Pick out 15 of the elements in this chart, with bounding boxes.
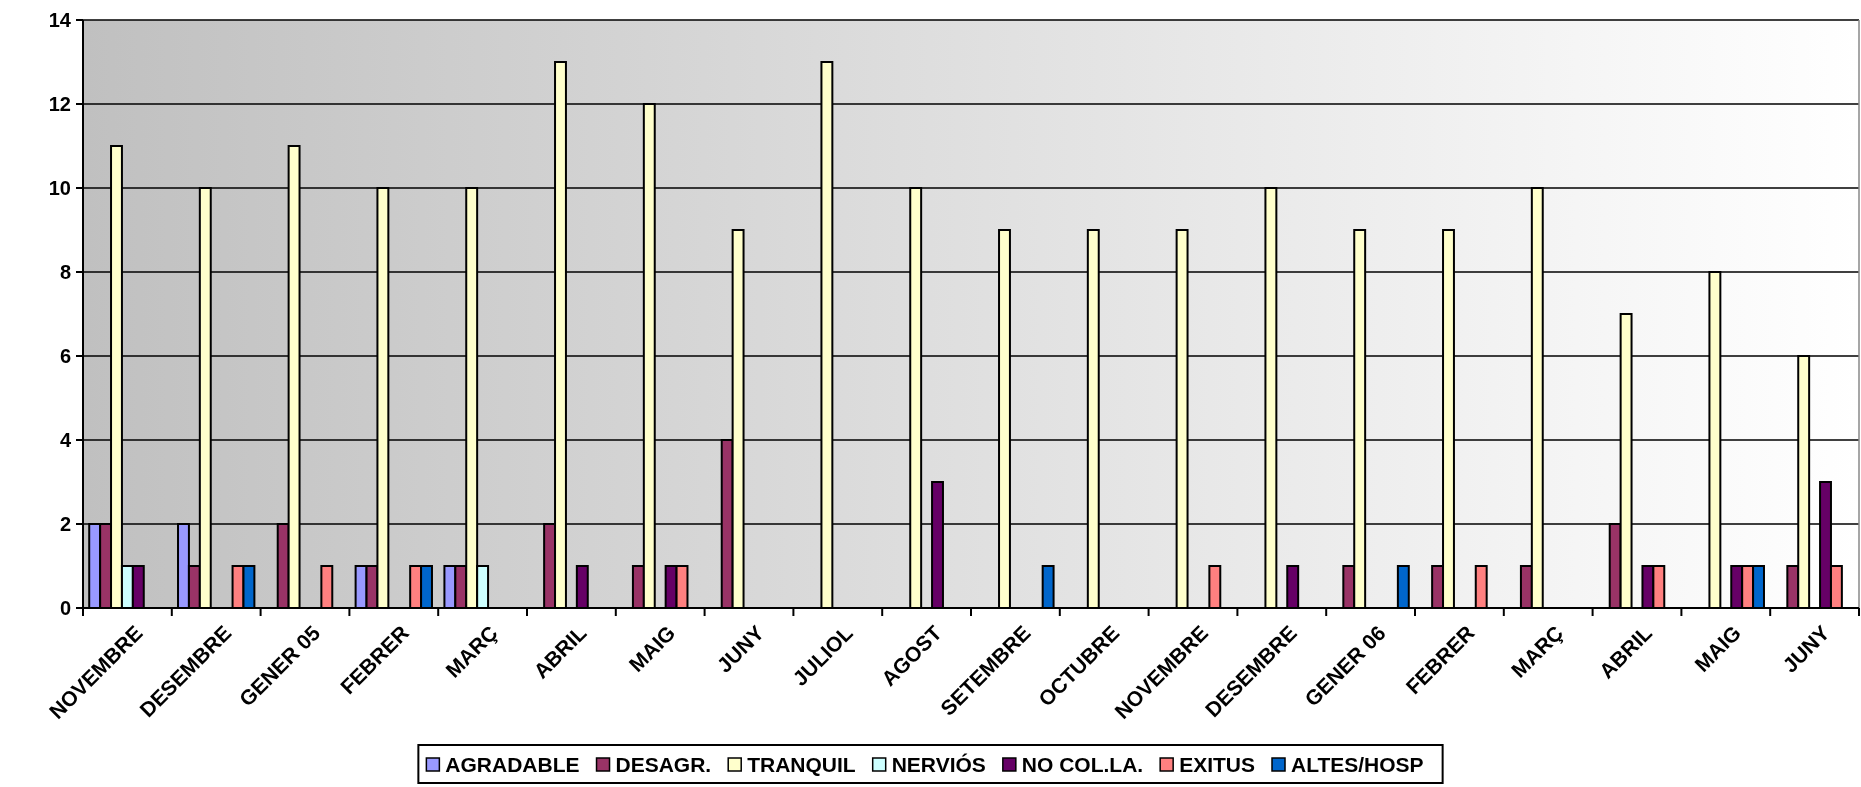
y-tick-label: 10: [48, 177, 71, 199]
y-tick-label: 6: [59, 345, 71, 367]
legend-label: DESAGR.: [615, 753, 712, 777]
y-tick-label: 0: [59, 597, 71, 619]
legend-label: NO COL.LA.: [1021, 753, 1144, 777]
y-tick-label: 2: [59, 513, 71, 535]
y-tick-label: 8: [59, 261, 71, 283]
y-tick-label: 4: [59, 429, 72, 451]
y-tick-label: 14: [48, 9, 72, 31]
legend-label: EXITUS: [1179, 753, 1256, 777]
legend-label: NERVIÓS: [891, 753, 986, 777]
legend-label: AGRADABLE: [445, 753, 580, 777]
legend-label: TRANQUIL: [747, 753, 856, 777]
y-tick-label: 12: [48, 93, 71, 115]
legend-label: ALTES/HOSP: [1291, 753, 1424, 777]
